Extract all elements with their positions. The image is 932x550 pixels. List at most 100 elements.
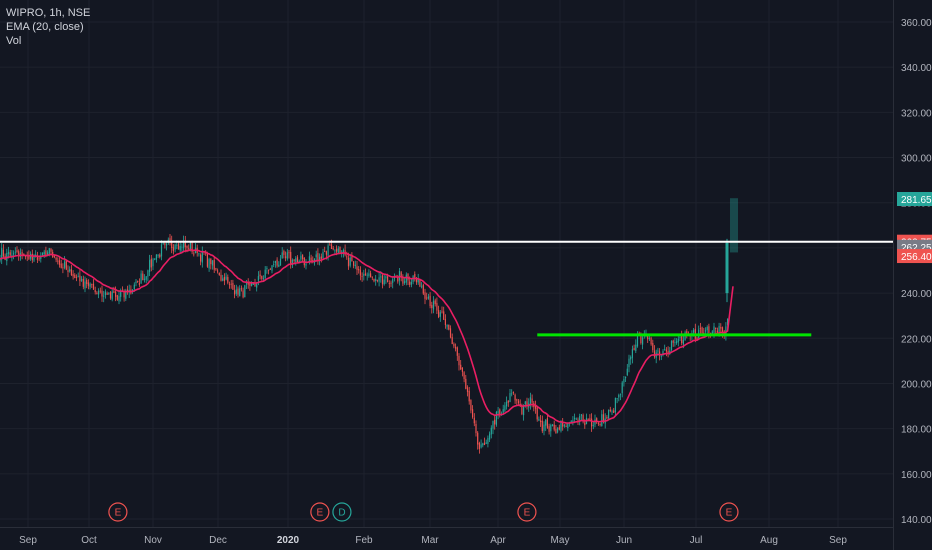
candle-body — [551, 424, 554, 427]
candle-body — [642, 337, 644, 345]
candle-body — [531, 398, 533, 403]
candle-body — [55, 257, 57, 260]
candle-body — [504, 405, 506, 411]
candle-body — [319, 257, 321, 262]
candle-body — [137, 281, 139, 282]
candle-body — [57, 260, 59, 262]
candle-body — [560, 421, 562, 432]
candle-body — [21, 252, 23, 255]
candle-body — [475, 424, 477, 434]
candle-body — [7, 251, 10, 254]
candle-body — [62, 267, 64, 269]
candle-body — [325, 251, 327, 255]
candle-body — [676, 341, 678, 344]
candle-body — [429, 295, 431, 307]
candle-body — [529, 397, 531, 405]
candle-body — [589, 418, 591, 420]
candle-body — [47, 252, 49, 256]
candle-body — [138, 283, 140, 285]
candle-body — [659, 351, 661, 356]
candle-body — [186, 245, 188, 248]
legend-symbol[interactable]: WIPRO, 1h, NSE — [6, 7, 91, 19]
candle-body — [346, 256, 348, 258]
candle-body — [439, 312, 441, 317]
candle-body — [111, 291, 113, 300]
candle-body — [179, 246, 181, 251]
candle-body — [31, 253, 33, 261]
candle-body — [592, 425, 594, 426]
candle-body — [370, 273, 372, 278]
candle-body — [0, 259, 1, 261]
candle-body — [577, 419, 579, 421]
candle-body — [87, 282, 89, 286]
candle-body — [410, 282, 412, 285]
candle-body — [699, 328, 701, 329]
candle-body — [628, 358, 630, 368]
candle-body — [75, 277, 78, 279]
candle-body — [602, 414, 605, 423]
candle-body — [169, 238, 171, 241]
candle-body — [448, 324, 450, 330]
candle-body — [150, 258, 152, 268]
candle-body — [718, 326, 720, 334]
earnings-marker-label: E — [726, 508, 733, 519]
candle-body — [240, 288, 242, 290]
candle-body — [183, 240, 185, 249]
legend-ema[interactable]: EMA (20, close) — [6, 21, 84, 33]
candle-body — [60, 263, 62, 268]
candle-body — [368, 273, 370, 276]
candle-body — [443, 311, 445, 320]
candle-body — [356, 266, 358, 270]
candle-body — [74, 274, 76, 279]
candle-body — [514, 394, 516, 401]
candle-body — [89, 283, 91, 287]
candle-body — [613, 410, 615, 413]
candle-body — [472, 409, 474, 418]
candle-body — [1, 248, 3, 260]
candle-body — [286, 252, 288, 259]
candle-body — [483, 442, 486, 445]
candle-body — [268, 269, 270, 271]
candle-body — [545, 419, 547, 426]
candle-body — [232, 282, 234, 290]
candle-body — [237, 288, 239, 295]
dividend-marker-label: D — [338, 508, 345, 519]
candle-body — [392, 279, 394, 283]
candle-body — [276, 259, 278, 266]
candle-body — [24, 255, 27, 257]
legend-volume[interactable]: Vol — [6, 35, 22, 47]
candle-body — [647, 335, 649, 340]
price-label-text: 262.25 — [901, 243, 932, 254]
time-tick-label: Feb — [355, 535, 373, 546]
candle-body — [181, 246, 183, 248]
earnings-marker-label: E — [115, 508, 122, 519]
time-tick-label: Sep — [19, 535, 37, 546]
candle-body — [415, 277, 418, 283]
dividend-marker — [332, 502, 352, 522]
candle-body — [334, 250, 336, 252]
earnings-marker — [108, 502, 128, 522]
candle-body — [70, 269, 72, 275]
candle-body — [499, 409, 501, 415]
candle-body — [84, 281, 86, 289]
candle-body — [473, 417, 475, 424]
candle-body — [310, 257, 312, 261]
candle-body — [361, 276, 363, 277]
candle-body — [727, 318, 729, 326]
candle-body — [104, 291, 106, 296]
candle-body — [288, 252, 290, 254]
candle-body — [217, 270, 219, 272]
candle-body — [679, 337, 681, 338]
candle-body — [480, 444, 482, 448]
candle-body — [242, 290, 244, 298]
candle-body — [495, 411, 497, 425]
candle-body — [385, 276, 387, 279]
earnings-marker — [517, 502, 537, 522]
candle-body — [342, 249, 344, 253]
candle-body — [324, 250, 326, 252]
time-tick-label: 2020 — [277, 535, 300, 546]
candle-body — [2, 249, 4, 257]
candle-body — [291, 259, 293, 266]
candle-body — [247, 281, 249, 285]
